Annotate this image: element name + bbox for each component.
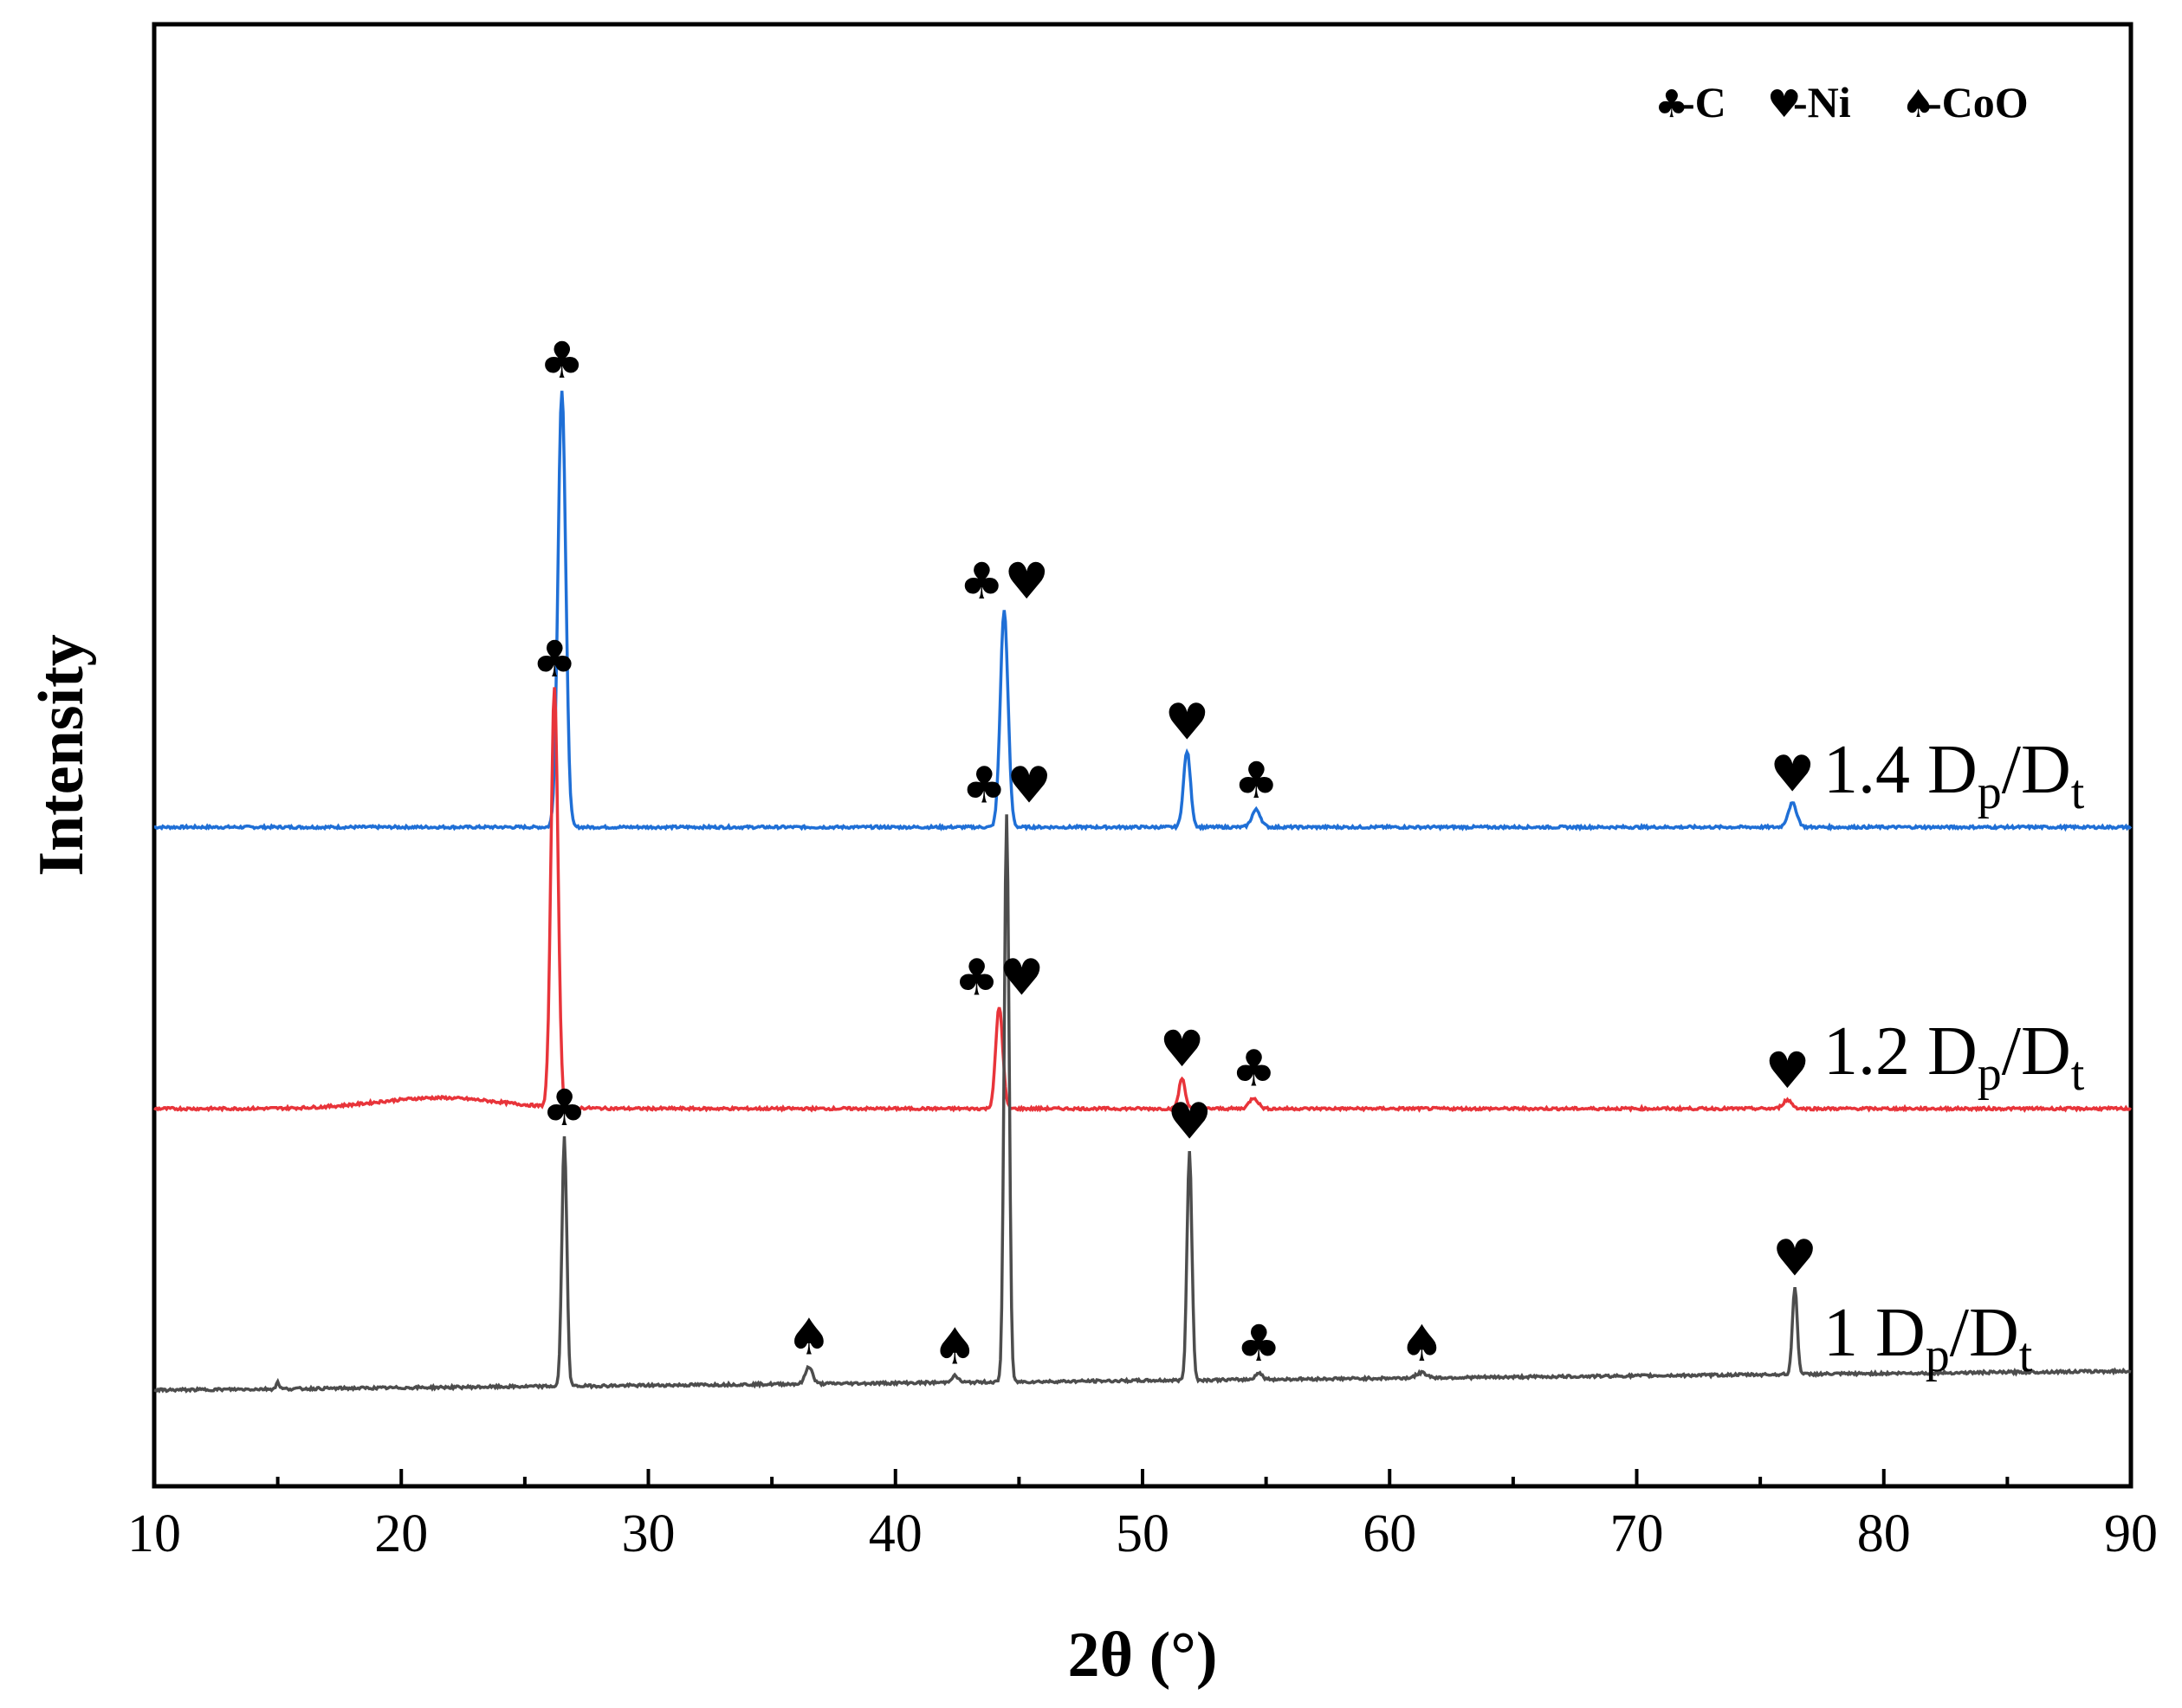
legend-entry: ♥-Ni	[1767, 78, 1851, 126]
peak-marker: ♣	[1231, 1039, 1276, 1098]
peak-marker: ♣♥	[959, 552, 1049, 611]
legend-symbol: ♣	[1654, 82, 1688, 126]
legend-label: -CoO	[1927, 78, 2029, 126]
x-axis-tick-labels: 10 20 30 40 50 60 70 80 90	[127, 1504, 2158, 1563]
legend-symbol: ♠	[1901, 82, 1935, 126]
x-tick-label: 80	[1857, 1504, 1911, 1563]
x-tick-label: 20	[374, 1504, 428, 1563]
peak-marker: ♣♥	[955, 948, 1045, 1007]
legend-entry: ♠-CoO	[1901, 78, 2029, 126]
x-tick-label: 10	[127, 1504, 181, 1563]
x-tick-label: 90	[2104, 1504, 2158, 1563]
peak-marker: ♥	[1160, 1019, 1205, 1078]
x-tick-label: 70	[1610, 1504, 1664, 1563]
series-line-0	[153, 391, 2133, 832]
series-line-2	[153, 814, 2132, 1394]
x-tick-label: 60	[1363, 1504, 1416, 1563]
series-label: 1 Dp/Dt	[1823, 1295, 2033, 1382]
series-label: 1.4 Dp/Dt	[1823, 732, 2085, 819]
peak-marker: ♠	[787, 1308, 832, 1367]
legend-symbol: ♥	[1767, 82, 1801, 126]
peak-marker: ♥	[1164, 693, 1209, 752]
peak-markers: ♣♣♥♥♣ ♥♣♣♥♥ ♣ ♥♣♠ ♠♣♥♥♣ ♠♥	[532, 331, 1817, 1376]
peak-marker: ♥	[1772, 1229, 1817, 1288]
peak-marker: ♥	[1167, 1091, 1212, 1150]
y-axis-title: Intensity	[26, 634, 97, 877]
legend-label: -C	[1680, 78, 1726, 126]
series-label: 1.2 Dp/Dt	[1823, 1013, 2085, 1101]
series-lines	[152, 391, 2133, 1394]
peak-marker: ♣	[540, 331, 585, 390]
series-labels: 1.4 Dp/Dt 1.2 Dp/Dt 1 Dp/Dt	[1823, 732, 2085, 1382]
peak-marker: ♠	[932, 1317, 977, 1376]
peak-marker: ♣	[1236, 1314, 1281, 1373]
peak-marker: ♣	[542, 1078, 587, 1137]
peak-marker: ♠	[1399, 1314, 1444, 1373]
x-tick-label: 40	[869, 1504, 923, 1563]
peak-marker: ♣	[1233, 751, 1279, 810]
peak-marker: ♥	[1765, 1041, 1810, 1100]
peak-marker: ♣	[532, 630, 577, 689]
x-axis-ticks	[152, 1469, 2133, 1486]
legend-entry: ♣-C	[1654, 78, 1726, 126]
x-tick-label: 30	[622, 1504, 676, 1563]
legend-label: -Ni	[1793, 78, 1851, 126]
x-tick-label: 50	[1116, 1504, 1169, 1563]
series-line-1	[152, 687, 2133, 1113]
peak-marker: ♥	[1770, 745, 1815, 804]
legend: ♣-C ♥-Ni ♠-CoO	[1654, 78, 2029, 126]
peak-marker: ♣♥	[962, 756, 1052, 815]
x-axis-title: 2θ (°)	[1067, 1620, 1217, 1691]
